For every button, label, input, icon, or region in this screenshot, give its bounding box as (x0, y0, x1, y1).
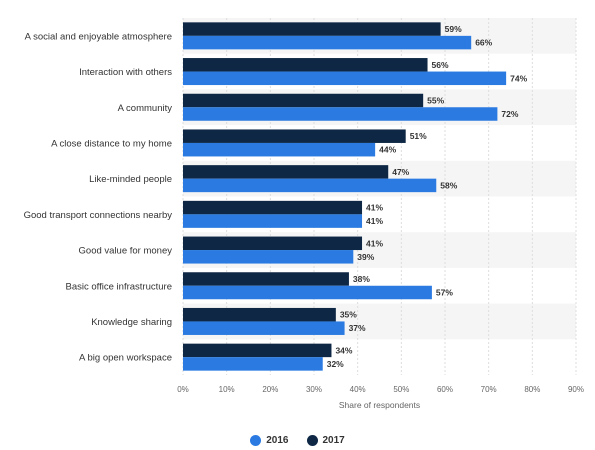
data-label-2017: 55% (427, 96, 444, 106)
bar-2017 (183, 200, 363, 215)
bar-2016 (183, 321, 345, 335)
data-label-2017: 35% (340, 310, 357, 320)
bar-2016 (183, 35, 472, 50)
bar-2016 (183, 178, 437, 193)
data-label-2016: 44% (379, 145, 396, 155)
x-tick-label: 70% (481, 385, 497, 394)
x-tick-label: 30% (306, 385, 322, 394)
data-label-2017: 41% (366, 238, 383, 248)
category-label: Interaction with others (79, 67, 172, 78)
data-label-2016: 41% (366, 216, 383, 226)
bar-2017 (183, 165, 389, 179)
bar-2016 (183, 142, 376, 157)
x-tick-label: 20% (262, 385, 278, 394)
x-tick-label: 50% (393, 385, 409, 394)
x-tick-label: 90% (568, 385, 584, 394)
bar-2017 (183, 236, 363, 251)
legend-item-2017[interactable]: 2017 (306, 434, 345, 446)
bar-2017 (183, 129, 406, 143)
bar-2016 (183, 250, 354, 264)
bar-2016 (183, 214, 363, 228)
bar-2017 (183, 58, 428, 72)
category-label: Basic office infrastructure (66, 281, 172, 292)
x-tick-label: 10% (219, 385, 235, 394)
data-label-2017: 56% (432, 60, 449, 70)
legend-swatch-2016 (250, 434, 262, 446)
category-label: Good transport connections nearby (24, 210, 173, 221)
bar-2017 (183, 307, 336, 322)
data-label-2017: 38% (353, 274, 370, 284)
data-label-2016: 57% (436, 288, 453, 298)
bar-2017 (183, 272, 349, 286)
data-label-2016: 66% (475, 38, 492, 48)
legend-label-2016: 2016 (266, 434, 289, 446)
legend-label-2017: 2017 (322, 434, 345, 446)
category-label: Like-minded people (89, 174, 172, 185)
data-label-2017: 34% (335, 345, 352, 355)
bar-2016 (183, 107, 498, 121)
data-label-2017: 51% (410, 131, 427, 141)
x-axis-title: Share of respondents (339, 400, 420, 410)
category-label: A community (118, 103, 173, 114)
data-label-2017: 41% (366, 203, 383, 213)
bar-2016 (183, 285, 432, 300)
legend-item-2016[interactable]: 2016 (250, 434, 289, 446)
data-label-2017: 47% (392, 167, 409, 177)
x-tick-label: 0% (177, 385, 189, 394)
x-tick-label: 80% (524, 385, 540, 394)
data-label-2016: 37% (349, 323, 366, 333)
bar-chart: 0% 10% 20% 30% 40% 50% 60% 70% 80% 90% Share of re… (24, 18, 584, 410)
category-label: Good value for money (79, 246, 173, 257)
data-label-2016: 74% (510, 73, 527, 83)
bar-2016 (183, 71, 507, 86)
bar-2017 (183, 343, 332, 358)
category-label: Knowledge sharing (91, 317, 172, 328)
x-tick-label: 60% (437, 385, 453, 394)
bar-2016 (183, 357, 323, 371)
data-label-2016: 72% (501, 109, 518, 119)
data-label-2017: 59% (445, 24, 462, 34)
x-tick-label: 40% (350, 385, 366, 394)
category-label: A social and enjoyable atmosphere (25, 31, 172, 42)
data-label-2016: 58% (440, 180, 457, 190)
bar-2017 (183, 22, 441, 36)
chart-legend: 2016 2017 (0, 432, 595, 448)
data-label-2016: 39% (357, 252, 374, 262)
category-label: A close distance to my home (51, 138, 172, 149)
bar-2017 (183, 93, 424, 108)
legend-swatch-2017 (306, 434, 318, 446)
category-label: A big open workspace (79, 353, 172, 364)
data-label-2016: 32% (327, 359, 344, 369)
